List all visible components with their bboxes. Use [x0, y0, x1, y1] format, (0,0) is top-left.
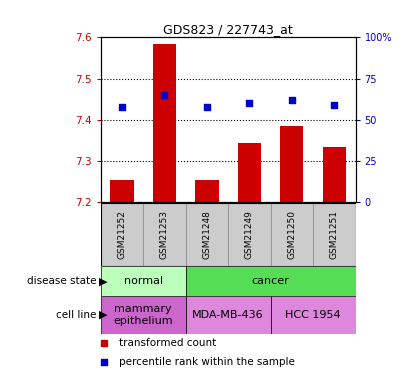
Bar: [143, 202, 186, 266]
Bar: [101, 296, 186, 334]
Text: disease state: disease state: [27, 276, 97, 286]
Text: GSM21253: GSM21253: [160, 210, 169, 259]
Bar: [313, 202, 356, 266]
Text: MDA-MB-436: MDA-MB-436: [192, 310, 264, 320]
Point: [119, 104, 125, 110]
Text: transformed count: transformed count: [119, 338, 216, 348]
Bar: [228, 202, 270, 266]
Text: GSM21252: GSM21252: [118, 210, 127, 259]
Text: percentile rank within the sample: percentile rank within the sample: [119, 357, 295, 367]
Point: [289, 97, 295, 103]
Bar: [186, 266, 356, 296]
Bar: [195, 180, 219, 203]
Text: ▶: ▶: [99, 276, 107, 286]
Text: normal: normal: [124, 276, 163, 286]
Bar: [101, 202, 143, 266]
Bar: [153, 44, 176, 203]
Bar: [110, 180, 134, 203]
Bar: [186, 296, 270, 334]
Text: GSM21251: GSM21251: [330, 210, 339, 259]
Point: [246, 100, 253, 106]
Text: GSM21250: GSM21250: [287, 210, 296, 259]
Bar: [238, 142, 261, 202]
Text: GSM21248: GSM21248: [202, 210, 211, 259]
Bar: [323, 147, 346, 202]
Bar: [270, 202, 313, 266]
Text: GSM21249: GSM21249: [245, 210, 254, 259]
Point: [101, 359, 107, 365]
Point: [161, 92, 168, 98]
Point: [101, 340, 107, 346]
Text: mammary
epithelium: mammary epithelium: [113, 304, 173, 326]
Text: HCC 1954: HCC 1954: [285, 310, 341, 320]
Point: [331, 102, 337, 108]
Title: GDS823 / 227743_at: GDS823 / 227743_at: [163, 23, 293, 36]
Bar: [280, 126, 303, 202]
Text: cell line: cell line: [56, 310, 97, 320]
Bar: [101, 266, 186, 296]
Bar: [186, 202, 228, 266]
Bar: [270, 296, 356, 334]
Point: [203, 104, 210, 110]
Text: cancer: cancer: [252, 276, 289, 286]
Text: ▶: ▶: [99, 310, 107, 320]
